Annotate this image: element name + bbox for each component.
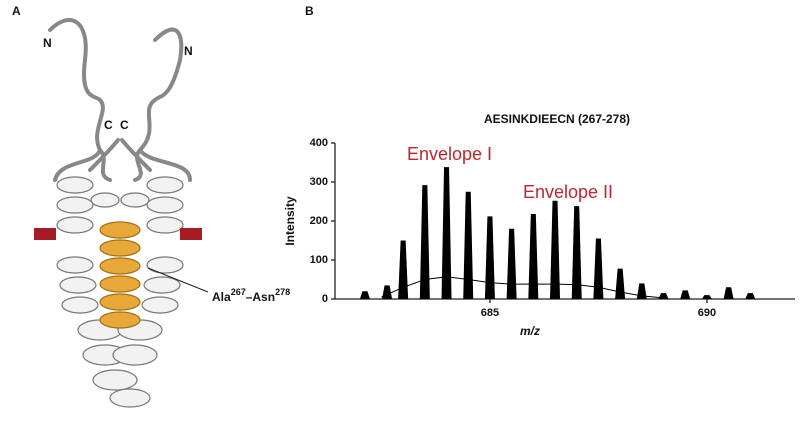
peak <box>615 268 626 299</box>
peak <box>528 213 539 299</box>
peak <box>398 240 409 299</box>
peak <box>593 238 604 299</box>
peak <box>550 200 561 299</box>
panel-a: A N N C C Ala267–Asn278 <box>12 4 290 408</box>
x-tick-label: 685 <box>481 307 499 319</box>
peak <box>745 293 756 299</box>
y-tick-label: 300 <box>310 176 328 188</box>
panel-b: B AESINKDIEECN (267-278) Intensity m/z 0… <box>283 4 795 338</box>
peak <box>723 287 734 299</box>
y-axis-label: Intensity <box>283 196 297 246</box>
red-residues <box>34 228 202 240</box>
annotation: Envelope I <box>407 144 492 164</box>
peak <box>658 293 669 299</box>
residue-number: 267 <box>231 287 246 297</box>
panel-label: A <box>12 4 21 18</box>
structure-loops <box>48 18 192 182</box>
peak <box>382 285 393 299</box>
terminus-label: N <box>43 36 52 50</box>
terminus-label: N <box>184 44 193 58</box>
peak <box>571 206 582 299</box>
y-tick-label: 100 <box>310 254 328 266</box>
peak <box>419 185 430 299</box>
fit-curve <box>381 276 664 299</box>
highlight-helix <box>99 221 141 329</box>
y-tick-label: 400 <box>310 137 328 149</box>
terminus-label: C <box>120 118 129 132</box>
peak <box>506 228 517 299</box>
terminus-label: C <box>104 118 113 132</box>
residue-label: Ala267–Asn278 <box>212 287 290 304</box>
y-tick-label: 200 <box>310 215 328 227</box>
helices <box>56 176 184 408</box>
peak <box>484 216 495 299</box>
x-tick-label: 690 <box>698 307 716 319</box>
peak <box>680 290 691 299</box>
residue: Ala <box>212 290 231 304</box>
residue: –Asn <box>246 290 275 304</box>
peak <box>441 167 452 299</box>
annotation: Envelope II <box>523 182 613 202</box>
y-tick-label: 0 <box>322 293 328 305</box>
x-axis-label: m/z <box>520 324 540 338</box>
peak <box>463 191 474 299</box>
peak <box>359 291 370 299</box>
peak <box>701 295 712 299</box>
residue-number: 278 <box>275 287 290 297</box>
panel-label: B <box>305 4 314 18</box>
annotation-arrow <box>147 267 209 293</box>
chart-title: AESINKDIEECN (267-278) <box>484 112 630 126</box>
